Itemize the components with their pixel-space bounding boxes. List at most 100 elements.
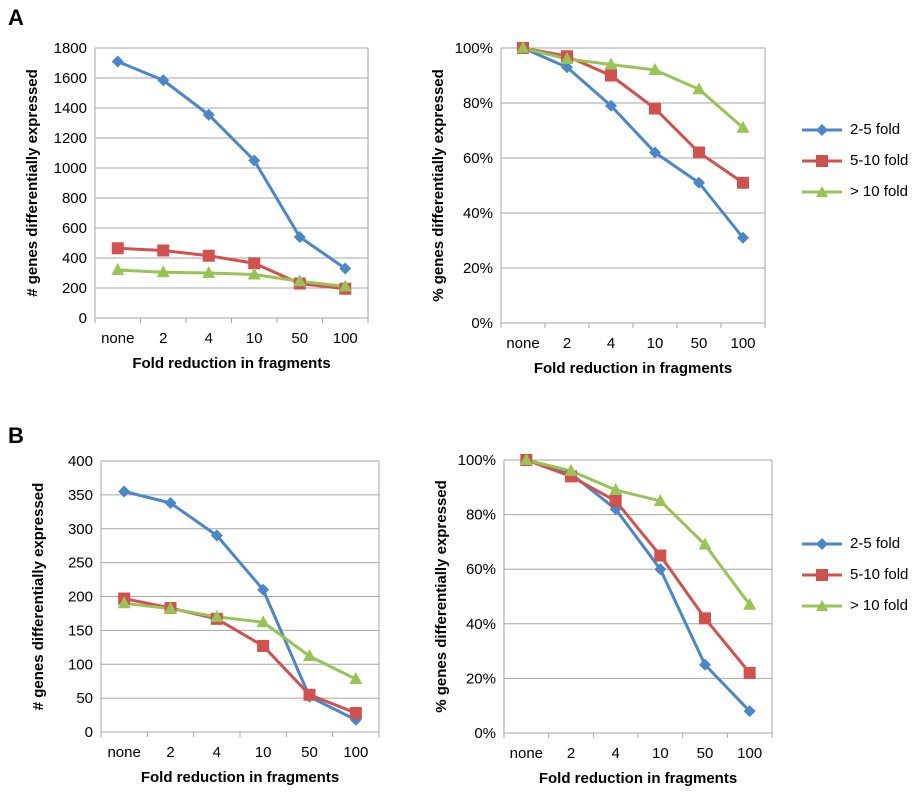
x-tick-label: 50 — [301, 744, 318, 761]
legend-line-gt-10-fold — [802, 185, 842, 197]
series-line — [525, 458, 751, 674]
x-axis-title: Fold reduction in fragments — [534, 360, 732, 377]
data-point — [699, 658, 711, 671]
legend-label: 5-10 fold — [850, 566, 909, 583]
data-point — [654, 549, 667, 562]
data-point — [649, 102, 661, 115]
y-tick-label: 1400 — [54, 100, 87, 117]
data-point — [164, 497, 177, 510]
y-axis-title: % genes differentially expressed — [433, 480, 450, 713]
data-point — [605, 99, 617, 112]
legend-label: 2-5 fold — [850, 535, 901, 552]
data-point — [736, 120, 750, 133]
data-point — [202, 266, 216, 278]
data-point — [737, 231, 749, 244]
x-tick-label: 10 — [652, 745, 669, 762]
data-point — [654, 563, 667, 576]
x-tick-label: 100 — [737, 745, 762, 762]
y-tick-label: 0 — [85, 724, 93, 741]
data-point — [157, 74, 170, 87]
series-line — [522, 46, 744, 129]
y-tick-label: 50 — [76, 690, 93, 707]
legend-a: 2-5 fold 5-10 fold > 10 fold — [800, 114, 908, 207]
data-point — [349, 707, 362, 720]
legend-label: 2-5 fold — [850, 121, 901, 138]
data-point — [117, 596, 131, 609]
data-point — [257, 639, 270, 652]
x-tick-label: 2 — [563, 335, 571, 352]
y-tick-label: 60% — [463, 150, 493, 167]
data-point — [743, 597, 757, 610]
y-tick-label: 600 — [62, 220, 87, 237]
data-point — [564, 463, 578, 476]
y-tick-label: 250 — [68, 555, 93, 572]
data-point — [609, 483, 623, 496]
data-point — [248, 154, 261, 167]
data-point — [737, 176, 749, 189]
data-point — [648, 63, 662, 75]
x-tick-label: none — [506, 335, 539, 352]
data-point — [519, 453, 533, 465]
data-point — [210, 529, 223, 542]
y-tick-label: 400 — [62, 250, 87, 267]
data-point — [293, 274, 307, 287]
x-tick-label: none — [107, 744, 140, 761]
data-point — [157, 244, 170, 257]
data-point — [561, 61, 573, 74]
data-point — [698, 537, 712, 550]
x-tick-label: 2 — [166, 744, 174, 761]
series-line — [123, 601, 357, 681]
chart-a-percent: 0% 20% 40% 60% 80% 100% none 2 4 10 50 100 Fold redu… — [430, 40, 766, 377]
data-point — [257, 583, 270, 596]
legend-label: > 10 fold — [850, 597, 908, 614]
y-tick-label: 80% — [463, 95, 493, 112]
series-line — [525, 458, 751, 713]
x-tick-label: 100 — [333, 330, 358, 347]
legend-line-5-10-fold — [802, 154, 842, 167]
y-tick-label: 1200 — [54, 130, 87, 147]
legend-item: 5-10 fold — [800, 145, 908, 176]
x-tick-label: 2 — [567, 745, 575, 762]
data-point — [743, 666, 756, 679]
panel-label-b: B — [8, 423, 24, 448]
data-point — [693, 176, 705, 189]
y-tick-label: 1000 — [54, 160, 87, 177]
data-point — [164, 601, 177, 614]
data-point — [247, 267, 261, 280]
data-point — [111, 263, 125, 275]
data-point — [339, 262, 352, 275]
data-point — [303, 649, 316, 662]
y-tick-label: 40% — [466, 616, 496, 633]
data-point — [293, 231, 306, 243]
x-tick-label: 4 — [611, 745, 619, 762]
legend-item: > 10 fold — [800, 590, 908, 621]
legend-b: 2-5 fold 5-10 fold > 10 fold — [800, 528, 908, 621]
x-tick-label: 10 — [246, 330, 263, 347]
legend-line-gt-10-fold — [802, 599, 842, 611]
legend-item: > 10 fold — [800, 176, 908, 207]
y-tick-label: 0% — [471, 315, 493, 332]
data-point — [609, 494, 622, 507]
y-tick-label: 20% — [463, 260, 493, 277]
legend-item: 2-5 fold — [800, 528, 908, 559]
y-tick-label: 300 — [68, 521, 93, 538]
legend-label: 5-10 fold — [850, 152, 909, 169]
x-tick-label: 4 — [607, 335, 615, 352]
data-point — [560, 52, 574, 64]
data-point — [256, 615, 270, 628]
data-point — [692, 82, 706, 95]
data-point — [118, 485, 131, 498]
data-point — [349, 672, 363, 685]
x-axis-title: Fold reduction in fragments — [141, 769, 339, 786]
x-tick-label: 50 — [691, 335, 708, 352]
series-line — [522, 46, 744, 184]
y-tick-label: 400 — [68, 453, 93, 470]
legend-line-2-5-fold — [802, 537, 842, 550]
data-point — [248, 257, 261, 270]
x-tick-label: 4 — [213, 744, 221, 761]
y-tick-label: 800 — [62, 190, 87, 207]
x-tick-label: none — [101, 330, 134, 347]
x-tick-label: 10 — [255, 744, 272, 761]
data-point — [699, 612, 711, 625]
